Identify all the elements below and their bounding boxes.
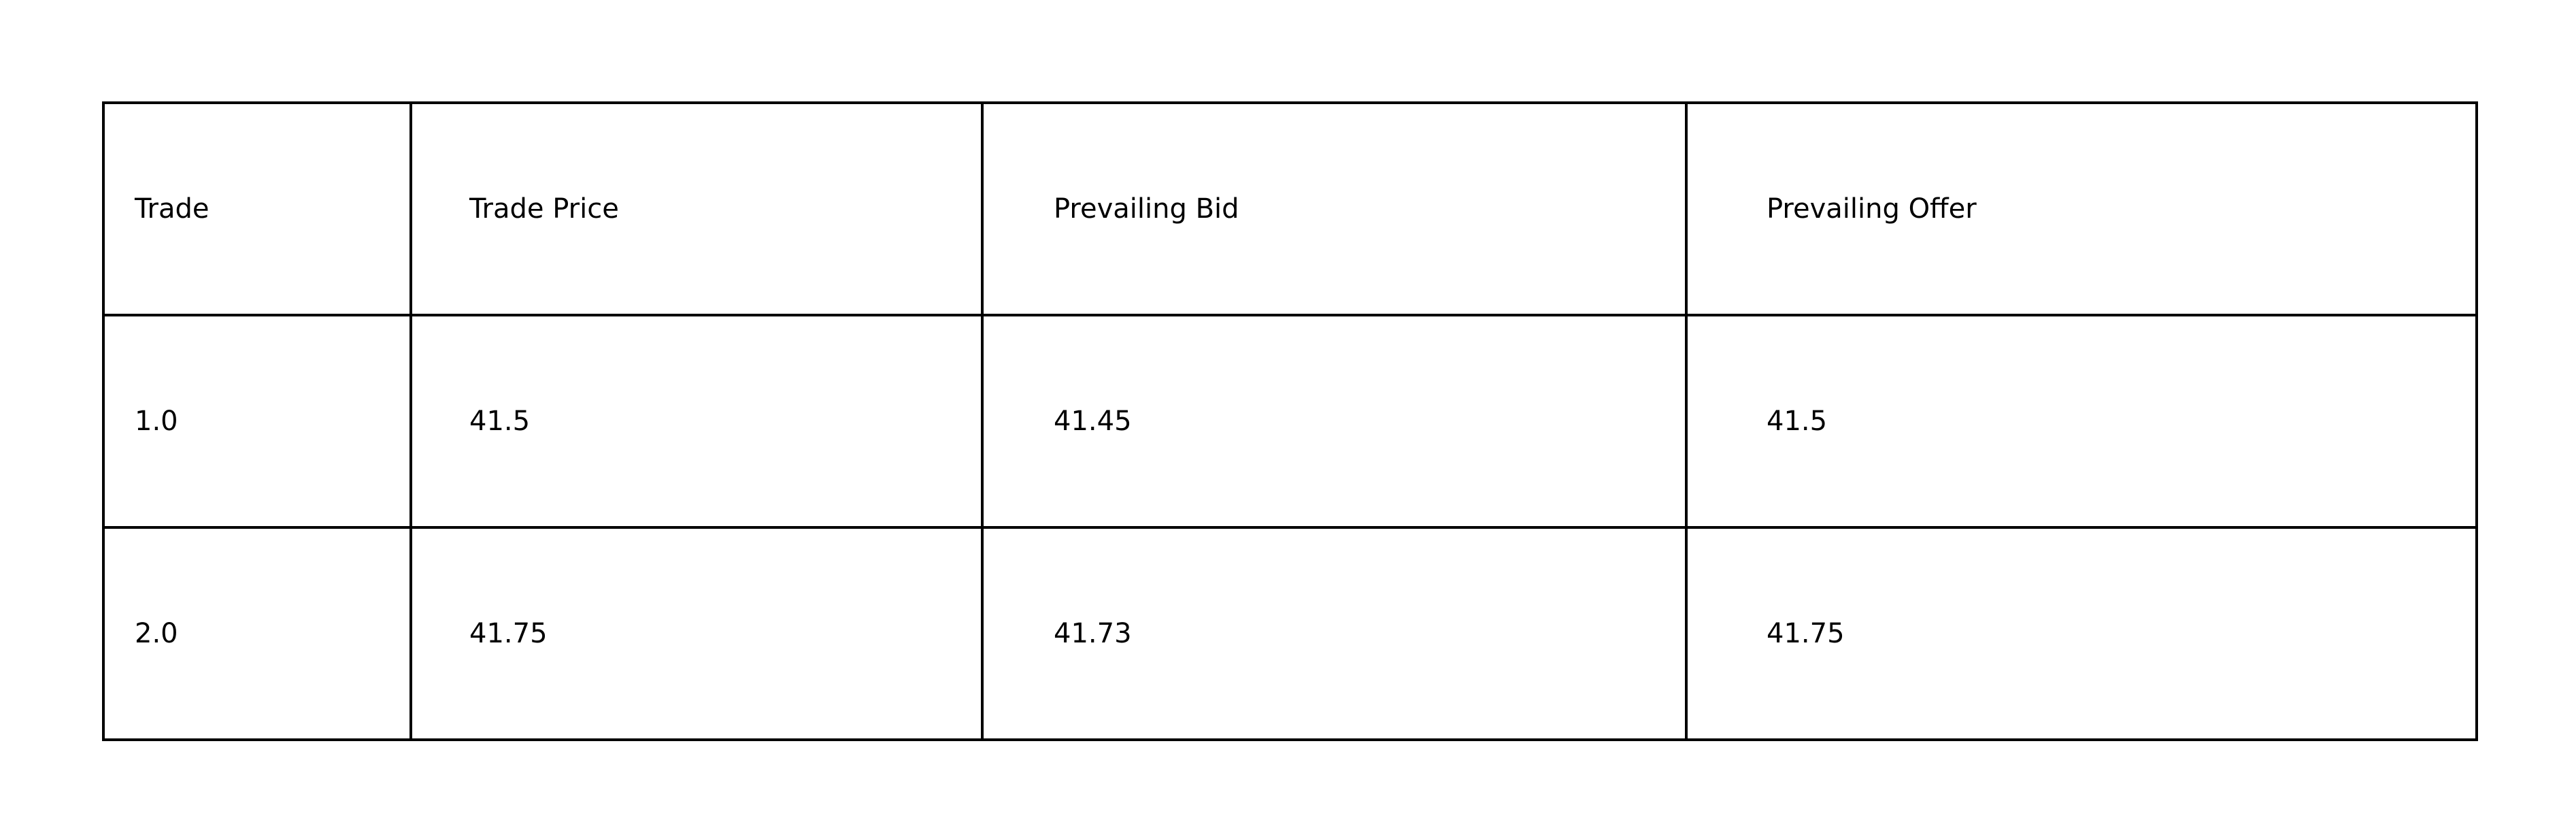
table-cell-prevailing-bid: 41.45	[981, 314, 1688, 529]
table-cell-prevailing-bid: 41.73	[981, 526, 1688, 741]
table-header-row: Trade Trade Price Prevailing Bid Prevail…	[102, 101, 2478, 316]
table-cell-prevailing-offer: 41.75	[1685, 526, 2478, 741]
table-cell-trade: 2.0	[102, 526, 412, 741]
table-row: 1.0 41.5 41.45 41.5	[102, 314, 2478, 529]
trade-table: Trade Trade Price Prevailing Bid Prevail…	[102, 101, 2478, 741]
header-cell-trade-price: Trade Price	[409, 101, 984, 316]
table-cell-prevailing-offer: 41.5	[1685, 314, 2478, 529]
table-row: 2.0 41.75 41.73 41.75	[102, 526, 2478, 741]
header-cell-trade: Trade	[102, 101, 412, 316]
header-cell-prevailing-bid: Prevailing Bid	[981, 101, 1688, 316]
table-cell-trade-price: 41.5	[409, 314, 984, 529]
header-cell-prevailing-offer: Prevailing Offer	[1685, 101, 2478, 316]
table-cell-trade: 1.0	[102, 314, 412, 529]
table-cell-trade-price: 41.75	[409, 526, 984, 741]
